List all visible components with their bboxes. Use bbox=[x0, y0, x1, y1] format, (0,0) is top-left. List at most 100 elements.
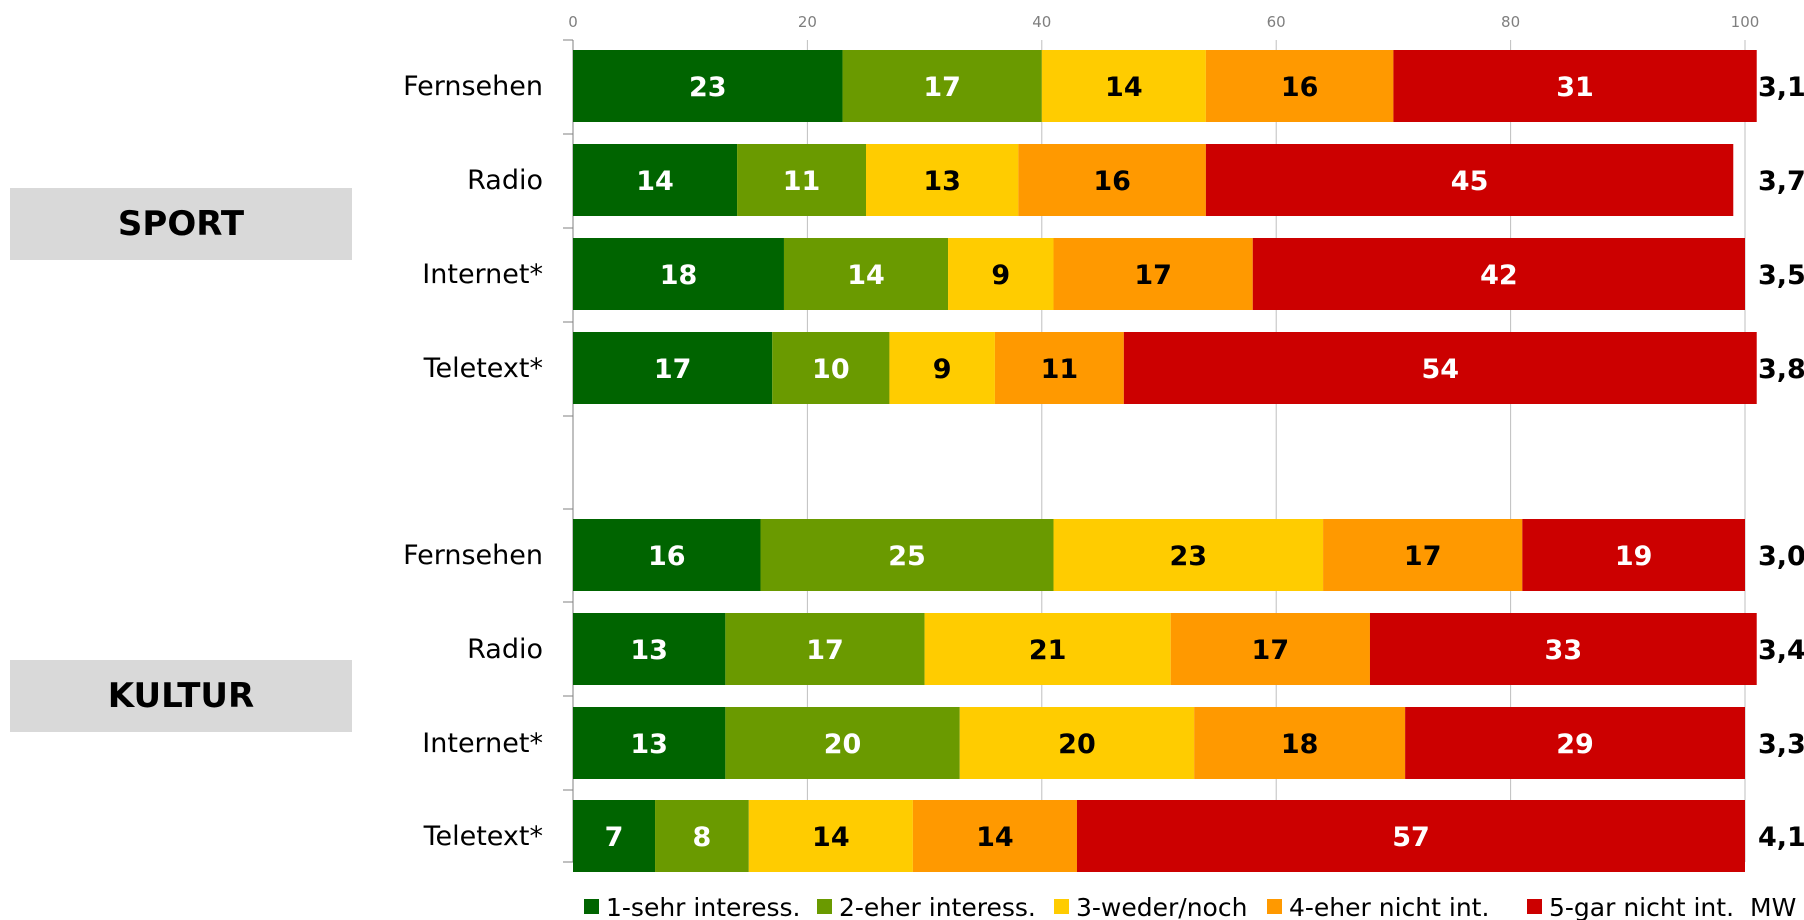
bar-data-label: 7 bbox=[605, 822, 624, 853]
bar-data-label: 18 bbox=[660, 260, 698, 291]
bar-segment bbox=[760, 519, 1054, 591]
bar-segment bbox=[1123, 332, 1757, 404]
bar-segment bbox=[772, 332, 890, 404]
bar-data-label: 9 bbox=[991, 260, 1010, 291]
bar-data-label: 17 bbox=[654, 354, 692, 385]
bar-segment bbox=[994, 332, 1124, 404]
bar-data-label: 10 bbox=[812, 354, 850, 385]
legend-swatch-3 bbox=[1054, 899, 1069, 914]
bar-segment bbox=[1205, 50, 1394, 122]
bar-data-label: 13 bbox=[630, 729, 668, 760]
bar-data-label: 23 bbox=[1170, 541, 1208, 572]
category-label-kultur-0: Fernsehen bbox=[403, 540, 543, 571]
legend-swatch-2 bbox=[817, 899, 832, 914]
bar-segment bbox=[573, 144, 738, 216]
bar-data-label: 16 bbox=[1281, 72, 1319, 103]
bar-data-label: 54 bbox=[1421, 354, 1459, 385]
mw-value: 3,1 bbox=[1758, 72, 1804, 103]
x-tick-label-80: 80 bbox=[1501, 13, 1520, 31]
legend-label-5: 5-gar nicht int. bbox=[1549, 893, 1734, 920]
bar-segment bbox=[783, 238, 949, 310]
legend-label-3: 3-weder/noch bbox=[1076, 893, 1247, 920]
mw-value: 3,3 bbox=[1758, 729, 1804, 760]
bar-data-label: 13 bbox=[630, 635, 668, 666]
legend-swatch-1 bbox=[584, 899, 599, 914]
bar-data-label: 16 bbox=[648, 541, 686, 572]
bar-data-label: 17 bbox=[923, 72, 961, 103]
bar-data-label: 19 bbox=[1615, 541, 1653, 572]
mw-value: 3,7 bbox=[1758, 166, 1804, 197]
bar-segment bbox=[1205, 144, 1734, 216]
bar-data-label: 23 bbox=[689, 72, 727, 103]
mw-value: 4,1 bbox=[1758, 822, 1804, 853]
bar-data-label: 45 bbox=[1451, 166, 1489, 197]
bar-data-label: 21 bbox=[1029, 635, 1067, 666]
bar-data-label: 42 bbox=[1480, 260, 1518, 291]
category-label-sport-2: Internet* bbox=[422, 259, 543, 290]
bar-data-label: 14 bbox=[1105, 72, 1143, 103]
bar-data-label: 20 bbox=[824, 729, 862, 760]
bar-segment bbox=[1522, 519, 1745, 591]
category-label-sport-0: Fernsehen bbox=[403, 71, 543, 102]
bar-segment bbox=[655, 800, 749, 872]
bar-data-label: 9 bbox=[933, 354, 952, 385]
bar-segment bbox=[1323, 519, 1523, 591]
mw-value: 3,0 bbox=[1758, 541, 1804, 572]
x-tick-label-40: 40 bbox=[1032, 13, 1051, 31]
bar-data-label: 17 bbox=[806, 635, 844, 666]
bar-segment bbox=[573, 613, 726, 685]
group-label-sport: SPORT bbox=[10, 188, 352, 260]
legend-swatch-4 bbox=[1267, 899, 1282, 914]
bar-segment bbox=[948, 238, 1054, 310]
bar-segment bbox=[573, 519, 761, 591]
bar-segment bbox=[959, 707, 1195, 779]
bar-data-label: 31 bbox=[1556, 72, 1594, 103]
bar-segment bbox=[1252, 238, 1745, 310]
bar-segment bbox=[573, 50, 843, 122]
mw-value: 3,4 bbox=[1758, 635, 1804, 666]
x-tick-label-100: 100 bbox=[1731, 13, 1760, 31]
bar-segment bbox=[1018, 144, 1206, 216]
bar-segment bbox=[912, 800, 1077, 872]
bar-data-label: 17 bbox=[1252, 635, 1290, 666]
bar-data-label: 14 bbox=[812, 822, 850, 853]
bar-segment bbox=[725, 613, 925, 685]
bar-data-label: 57 bbox=[1392, 822, 1430, 853]
bar-data-label: 17 bbox=[1404, 541, 1442, 572]
bar-segment bbox=[1393, 50, 1757, 122]
bar-segment bbox=[1369, 613, 1757, 685]
mw-value: 3,8 bbox=[1758, 354, 1804, 385]
bar-segment bbox=[725, 707, 960, 779]
bar-data-label: 29 bbox=[1556, 729, 1594, 760]
bar-segment bbox=[924, 613, 1171, 685]
bar-segment bbox=[573, 332, 773, 404]
category-label-kultur-2: Internet* bbox=[422, 728, 543, 759]
category-label-kultur-3: Teletext* bbox=[423, 821, 543, 852]
bar-segment bbox=[1041, 50, 1206, 122]
bar-data-label: 8 bbox=[693, 822, 712, 853]
legend-swatch-5 bbox=[1527, 899, 1542, 914]
bar-segment bbox=[1170, 613, 1370, 685]
x-tick-label-20: 20 bbox=[798, 13, 817, 31]
bar-segment bbox=[748, 800, 913, 872]
legend-label-4: 4-eher nicht int. bbox=[1289, 893, 1489, 920]
bar-segment bbox=[866, 144, 1019, 216]
bar-data-label: 13 bbox=[923, 166, 961, 197]
bar-data-label: 33 bbox=[1545, 635, 1583, 666]
bar-data-label: 14 bbox=[976, 822, 1014, 853]
bar-segment bbox=[1053, 238, 1253, 310]
bar-data-label: 25 bbox=[888, 541, 926, 572]
bar-data-label: 20 bbox=[1058, 729, 1096, 760]
legend-label-1: 1-sehr interess. bbox=[606, 893, 800, 920]
bar-data-label: 16 bbox=[1093, 166, 1131, 197]
mw-legend-label: MW bbox=[1750, 893, 1796, 920]
bar-data-label: 14 bbox=[636, 166, 674, 197]
mw-value: 3,5 bbox=[1758, 260, 1804, 291]
x-tick-label-0: 0 bbox=[568, 13, 578, 31]
x-tick-label-60: 60 bbox=[1267, 13, 1286, 31]
bar-segment bbox=[737, 144, 866, 216]
legend-label-2: 2-eher interess. bbox=[839, 893, 1036, 920]
bar-segment bbox=[573, 238, 784, 310]
bar-segment bbox=[1053, 519, 1324, 591]
